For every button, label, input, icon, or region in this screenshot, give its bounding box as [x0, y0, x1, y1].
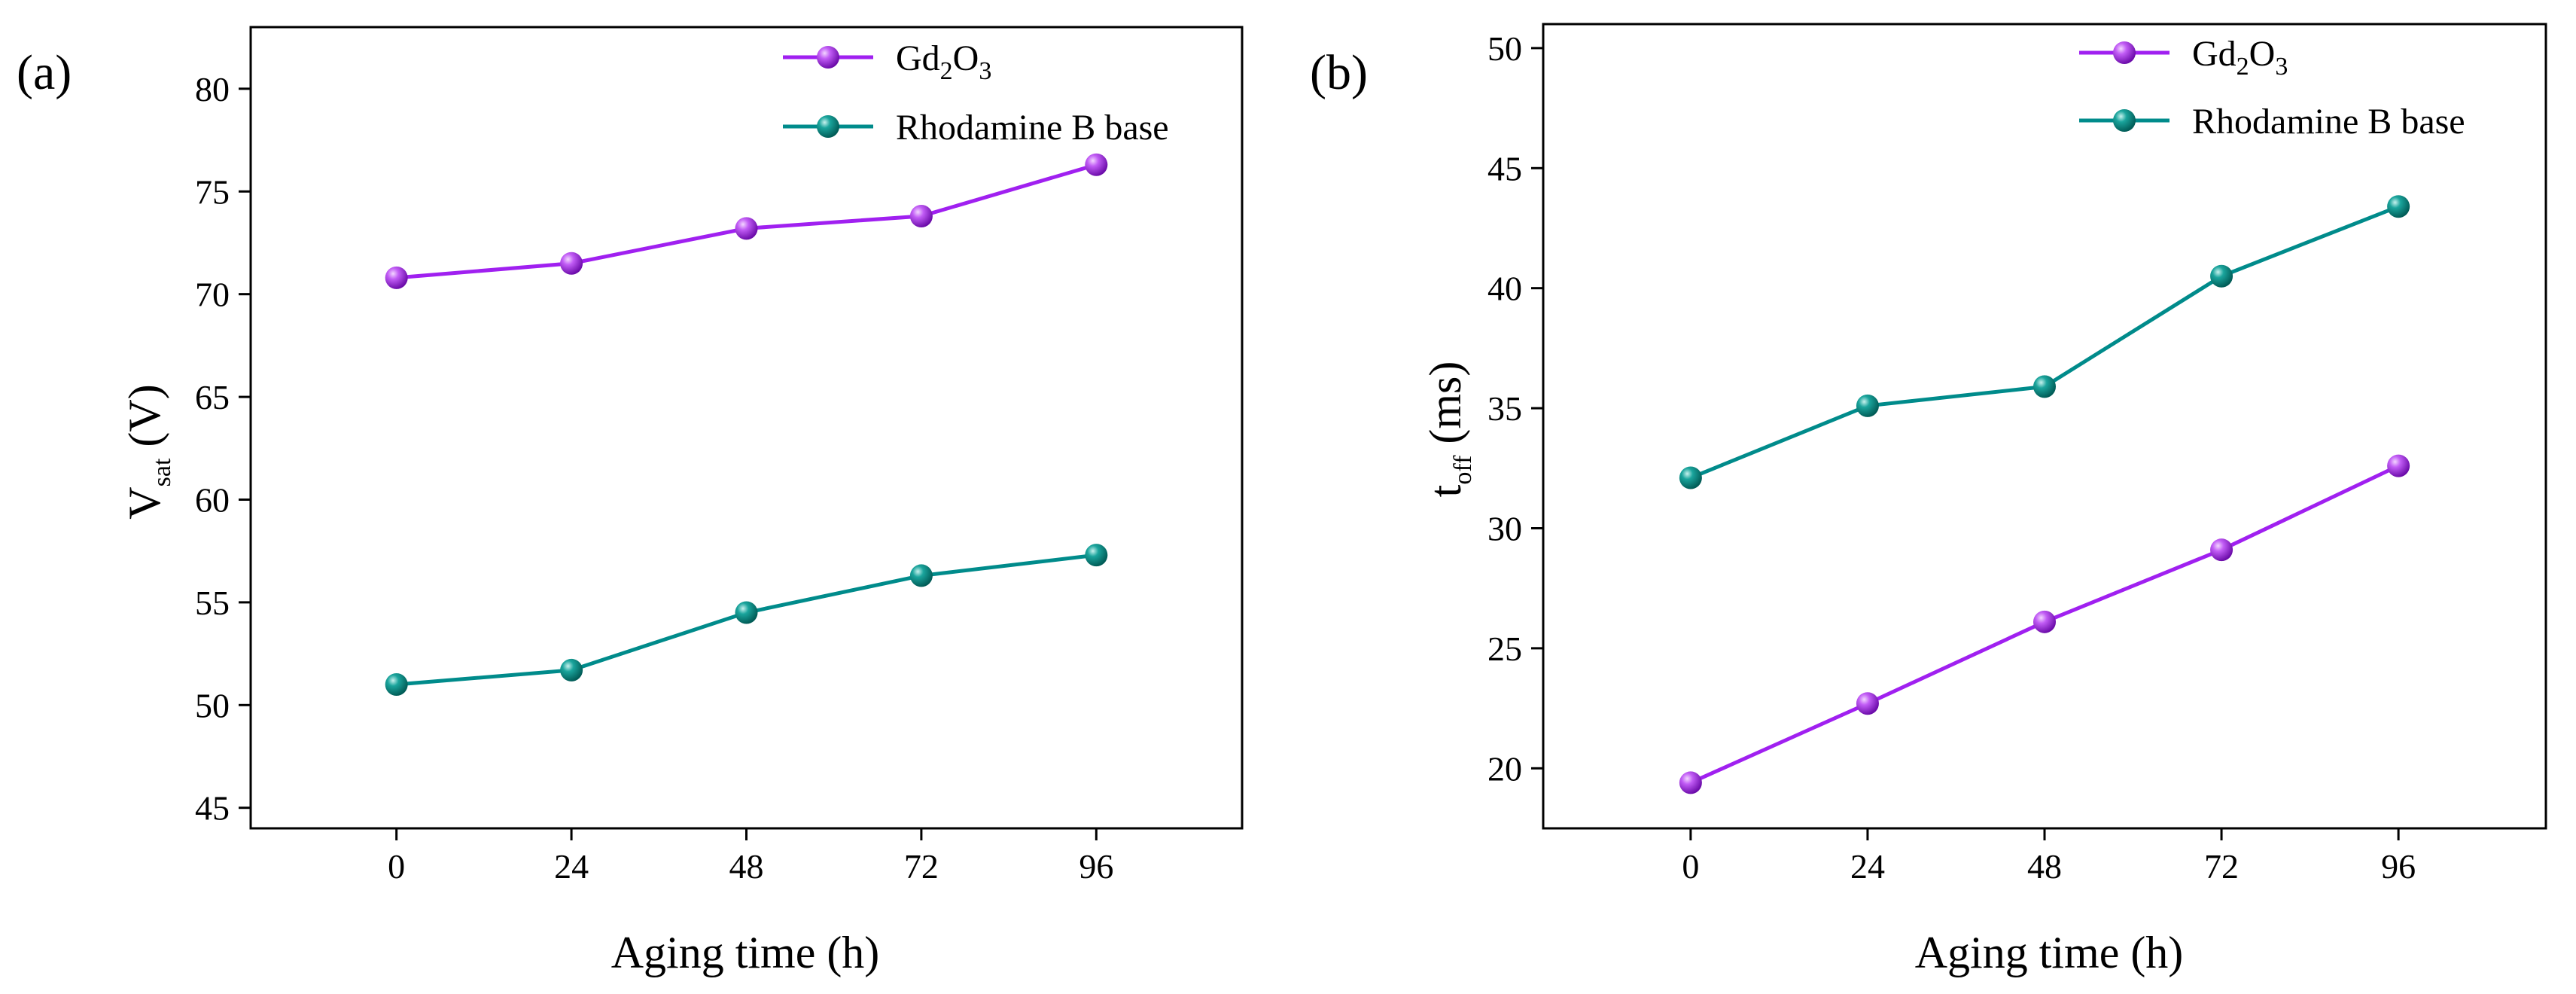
y-tick-label: 70 — [195, 276, 230, 314]
x-tick-label: 0 — [388, 847, 405, 886]
panel-b-y-axis-title-main: t — [1420, 484, 1470, 497]
series-rhodamine-b-base-point — [1679, 466, 1702, 489]
x-tick-label: 48 — [729, 847, 764, 886]
panel-a-label: (a) — [17, 45, 72, 100]
legend-label: Rhodamine B base — [2192, 102, 2465, 142]
series-rhodamine-b-base-point — [2033, 375, 2056, 398]
y-tick-label: 50 — [195, 686, 230, 724]
panel-a-legend-item-rhodamine-b-base: Rhodamine B base — [783, 108, 1169, 148]
series-gd2o3-point — [2033, 610, 2056, 633]
panel-b-legend: Gd2O3 Rhodamine B base — [2079, 34, 2465, 142]
panel-a-y-axis-title-main: V — [120, 486, 169, 519]
x-tick-label: 72 — [904, 847, 939, 886]
legend-marker — [817, 115, 839, 138]
panel-b-plot: 0 24 48 72 96 20 25 30 35 40 45 50 — [1487, 23, 2547, 886]
series-gd2o3-point — [1856, 692, 1879, 715]
panel-a-y-axis-title-unit: (V) — [120, 384, 169, 458]
panel-b-legend-item-rhodamine-b-base: Rhodamine B base — [2079, 102, 2465, 142]
x-tick-label: 96 — [1079, 847, 1113, 886]
series-gd2o3-point — [560, 252, 583, 275]
panel-a-plot: 0 24 48 72 96 45 50 55 60 65 70 75 80 — [195, 26, 1244, 886]
panel-b-legend-item-gd2o3: Gd2O3 — [2079, 34, 2288, 81]
panel-b-y-axis-title-unit: (ms) — [1420, 361, 1470, 456]
y-tick-label: 55 — [195, 584, 230, 622]
legend-label: Gd2O3 — [2192, 34, 2288, 81]
series-rhodamine-b-base-point — [909, 564, 933, 587]
x-tick-label: 24 — [1850, 847, 1885, 886]
series-rhodamine-b-base-point — [735, 601, 758, 624]
series-rhodamine-b-base-point — [1085, 544, 1108, 567]
legend-label: Gd2O3 — [896, 38, 991, 85]
x-tick-label: 24 — [554, 847, 589, 886]
series-rhodamine-b-base-point — [385, 673, 408, 697]
series-rhodamine-b-base-line — [1689, 204, 2400, 480]
series-rhodamine-b-base-point — [2210, 264, 2233, 288]
y-tick-label: 60 — [195, 480, 230, 519]
y-tick-label: 30 — [1487, 509, 1522, 547]
y-tick-label: 45 — [195, 789, 230, 828]
series-gd2o3-point — [2387, 454, 2410, 477]
panel-b-y-axis-title-sub: off — [1449, 455, 1477, 485]
legend-label: Rhodamine B base — [896, 108, 1169, 148]
panel-b: (b) 0 24 48 72 96 20 25 30 35 40 45 50 Aging time (… — [1310, 23, 2547, 977]
series-gd2o3-point — [735, 217, 758, 240]
x-tick-label: 72 — [2204, 847, 2239, 886]
y-tick-label: 45 — [1487, 149, 1522, 188]
series-rhodamine-b-base-point — [560, 658, 583, 681]
legend-marker — [817, 46, 839, 69]
legend-marker — [2113, 109, 2136, 132]
y-tick-label: 20 — [1487, 749, 1522, 788]
series-gd2o3-point — [909, 204, 933, 227]
y-tick-label: 65 — [195, 378, 230, 416]
y-tick-label: 75 — [195, 172, 230, 211]
series-rhodamine-b-base-point — [2387, 195, 2410, 218]
x-tick-label: 48 — [2027, 847, 2062, 886]
y-tick-label: 40 — [1487, 270, 1522, 308]
series-gd2o3-point — [2210, 538, 2233, 562]
series-rhodamine-b-base-point — [1856, 394, 1879, 417]
panel-a-legend-item-gd2o3: Gd2O3 — [783, 38, 991, 85]
panel-b-label: (b) — [1310, 45, 1368, 100]
x-tick-label: 0 — [1682, 847, 1699, 886]
panel-a-legend: Gd2O3 Rhodamine B base — [783, 38, 1169, 148]
x-tick-label: 96 — [2381, 847, 2416, 886]
panel-b-x-axis-title: Aging time (h) — [1915, 928, 2184, 977]
panel-a-y-axis-title-sub: sat — [148, 458, 176, 486]
legend-marker — [2113, 41, 2136, 64]
panel-a: (a) 0 24 48 72 96 45 50 55 60 65 70 75 80 Aging time… — [17, 26, 1244, 977]
panel-a-x-axis-title: Aging time (h) — [611, 928, 880, 977]
series-gd2o3-point — [1085, 153, 1108, 176]
y-tick-label: 35 — [1487, 389, 1522, 428]
panel-b-y-axis-title: toff (ms) — [1420, 361, 1477, 498]
panel-a-y-axis-title: Vsat (V) — [120, 384, 176, 519]
y-tick-label: 80 — [195, 70, 230, 108]
series-gd2o3-point — [385, 266, 408, 289]
panel-b-axes-frame — [1542, 23, 2547, 830]
y-tick-label: 50 — [1487, 29, 1522, 68]
y-tick-label: 25 — [1487, 630, 1522, 668]
series-gd2o3-point — [1679, 771, 1702, 794]
